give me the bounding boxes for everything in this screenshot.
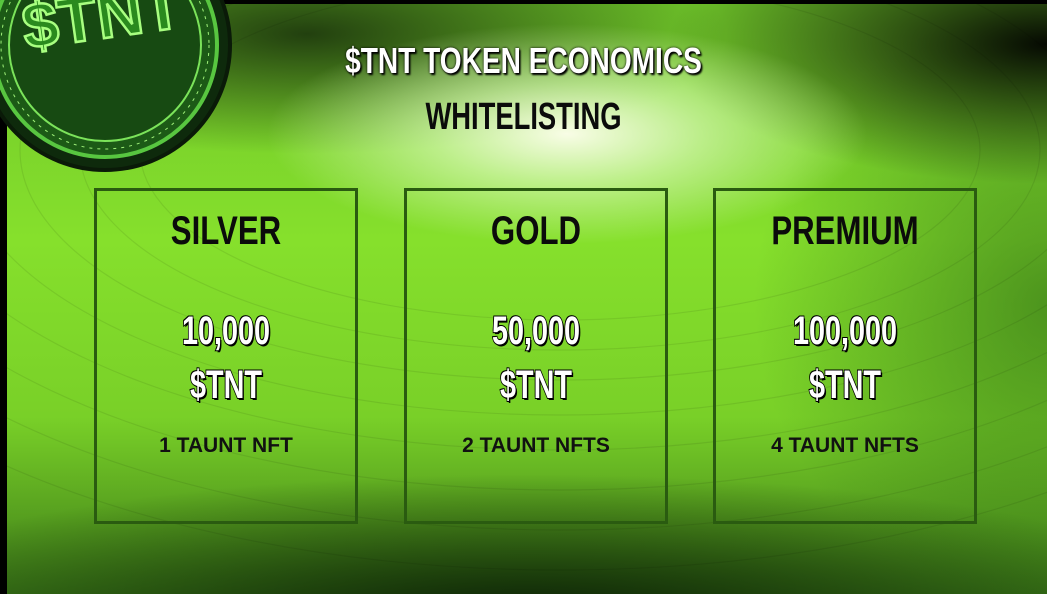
coin: $TNT [0, 0, 232, 172]
tier-name: SILVER [170, 209, 282, 253]
tier-unit: $TNT [808, 362, 881, 408]
coin-label: $TNT [18, 0, 186, 63]
tier-name: PREMIUM [771, 209, 919, 253]
tier-reward: 2 TAUNT NFTS [462, 434, 610, 457]
tier-amount: 50,000 [491, 308, 581, 354]
tier-reward: 4 TAUNT NFTS [771, 434, 919, 457]
tier-unit: $TNT [189, 362, 262, 408]
subtitle: WHITELISTING [425, 96, 622, 138]
tier-card: GOLD 50,000 $TNT 2 TAUNT NFTS [404, 188, 668, 524]
tier-amount: 100,000 [792, 308, 898, 354]
title: $TNT TOKEN ECONOMICS [345, 40, 702, 81]
tier-unit: $TNT [499, 362, 572, 408]
tier-amount: 10,000 [181, 308, 271, 354]
tier-card: SILVER 10,000 $TNT 1 TAUNT NFT [94, 188, 358, 524]
tier-card: PREMIUM 100,000 $TNT 4 TAUNT NFTS [713, 188, 977, 524]
tier-name: GOLD [490, 209, 582, 253]
tier-reward: 1 TAUNT NFT [159, 434, 293, 457]
